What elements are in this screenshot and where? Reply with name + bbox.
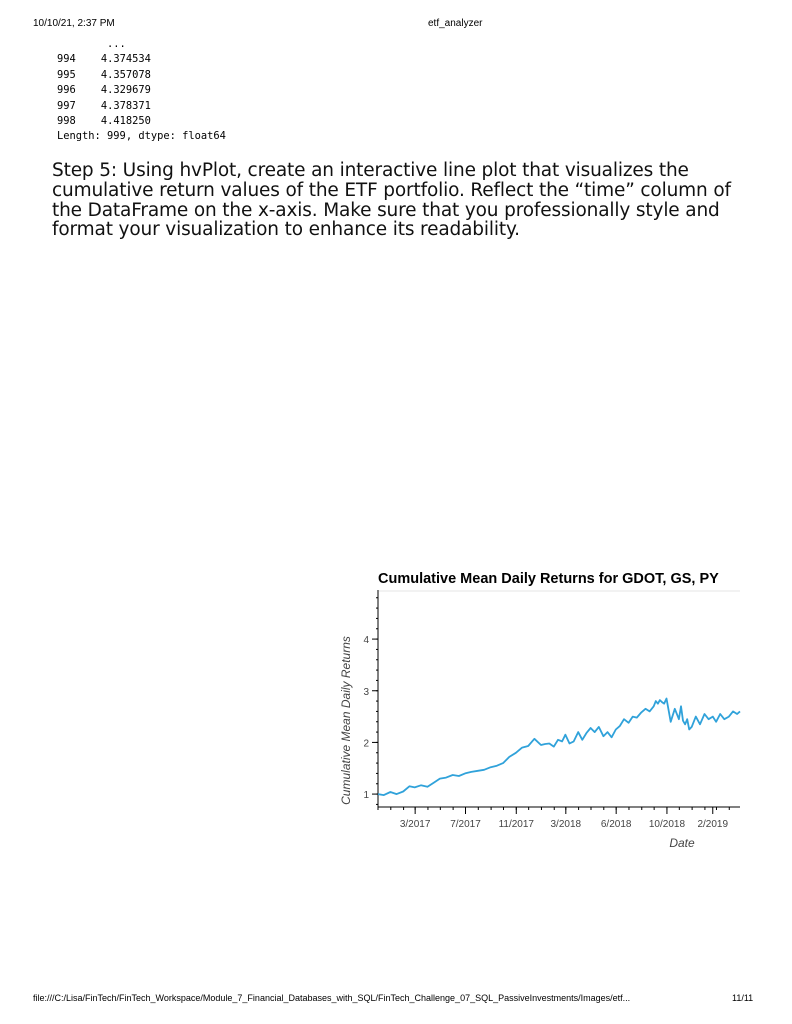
footer-file-path: file:///C:/Lisa/FinTech/FinTech_Workspac…: [33, 993, 631, 1003]
output-row: 996 4.329679: [57, 84, 151, 97]
x-tick-label: 7/2017: [450, 819, 481, 830]
series-line: [377, 697, 741, 797]
output-ellipsis: ...: [107, 38, 126, 50]
output-row: 998 4.418250: [57, 115, 151, 128]
output-row: 995 4.357078: [57, 68, 151, 81]
output-summary: Length: 999, dtype: float64: [57, 130, 226, 143]
x-tick-label: 3/2018: [551, 819, 582, 830]
cell-output: ... 994 4.374534 995 4.357078 996 4.3296…: [57, 37, 226, 145]
x-tick-label: 11/2017: [499, 819, 535, 830]
print-header-date: 10/10/21, 2:37 PM: [33, 18, 115, 29]
x-tick-label: 6/2018: [601, 819, 632, 830]
x-tick-label: 10/2018: [649, 819, 686, 830]
y-axis-label: Cumulative Mean Daily Returns: [339, 636, 353, 805]
x-tick-label: 3/2017: [400, 819, 431, 830]
y-tick-label: 1: [363, 790, 369, 801]
chart-title: Cumulative Mean Daily Returns for GDOT, …: [378, 571, 719, 587]
print-header-title: etf_analyzer: [428, 18, 483, 29]
cumulative-returns-chart[interactable]: Cumulative Mean Daily Returns for GDOT, …: [330, 560, 750, 860]
output-row: 994 4.374534: [57, 53, 151, 66]
footer-page-number: 11/11: [732, 993, 754, 1003]
output-row: 997 4.378371: [57, 99, 151, 112]
x-tick-label: 2/2019: [697, 819, 728, 830]
step-5-heading: Step 5: Using hvPlot, create an interact…: [52, 160, 731, 241]
y-tick-label: 4: [363, 635, 369, 646]
x-axis-label: Date: [669, 836, 695, 850]
y-tick-label: 3: [363, 687, 369, 698]
y-tick-label: 2: [363, 738, 369, 749]
